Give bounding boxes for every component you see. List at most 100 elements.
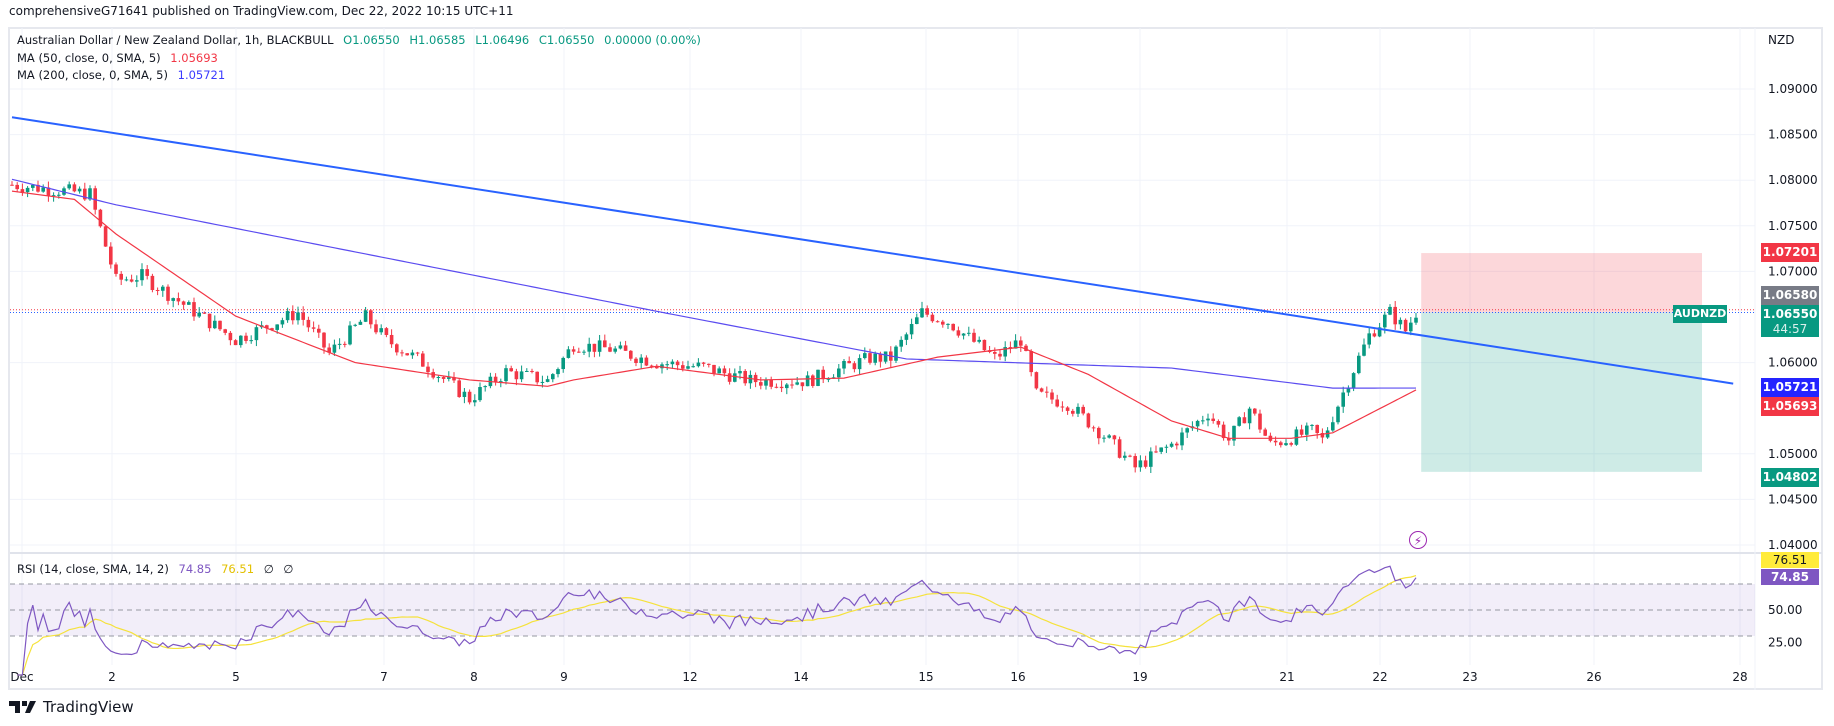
candle-body bbox=[426, 366, 430, 373]
candle-body bbox=[727, 373, 732, 382]
candle-body bbox=[1284, 443, 1288, 446]
candle bbox=[1055, 394, 1059, 408]
ma200-legend[interactable]: MA (200, close, 0, SMA, 5) 1.05721 bbox=[17, 68, 231, 82]
candle-body bbox=[233, 340, 238, 346]
candle bbox=[967, 326, 971, 337]
candle bbox=[1310, 424, 1314, 431]
candle bbox=[972, 328, 976, 343]
candle-body bbox=[129, 279, 134, 282]
candle bbox=[389, 329, 394, 348]
candle bbox=[634, 357, 638, 367]
candle-body bbox=[93, 188, 97, 210]
ma200-label: MA (200, close, 0, SMA, 5) bbox=[17, 68, 168, 82]
candle bbox=[561, 356, 565, 373]
candle-body bbox=[1102, 437, 1106, 439]
candle bbox=[592, 343, 597, 358]
ma200-value: 1.05721 bbox=[177, 68, 226, 82]
candle-body bbox=[31, 184, 35, 188]
candle bbox=[493, 373, 498, 386]
candle-body bbox=[967, 332, 971, 334]
ohlc-open: O1.06550 bbox=[343, 33, 400, 47]
candle-body bbox=[265, 325, 269, 329]
candle-body bbox=[1279, 442, 1283, 446]
candle-body bbox=[1367, 333, 1371, 345]
candle bbox=[1013, 334, 1018, 349]
candle bbox=[1097, 426, 1101, 445]
ohlc-high: H1.06585 bbox=[409, 33, 466, 47]
candle bbox=[961, 333, 966, 340]
ma50-value: 1.05693 bbox=[170, 51, 218, 65]
candle-body bbox=[925, 308, 929, 315]
candle bbox=[551, 373, 555, 383]
rsi-label: RSI (14, close, SMA, 14, 2) bbox=[17, 562, 169, 576]
candle bbox=[228, 330, 233, 346]
candle-body bbox=[941, 321, 945, 325]
candle bbox=[223, 328, 227, 336]
rsi-legend[interactable]: RSI (14, close, SMA, 14, 2) 74.85 76.51 … bbox=[17, 562, 299, 576]
candle bbox=[930, 312, 935, 323]
candle-body bbox=[1112, 435, 1117, 440]
candle-body bbox=[228, 332, 233, 341]
candle-body bbox=[837, 368, 841, 378]
candle-body bbox=[478, 387, 482, 401]
candle bbox=[462, 388, 467, 404]
candle-body bbox=[197, 312, 201, 317]
candle bbox=[582, 349, 586, 356]
candle bbox=[317, 324, 321, 338]
candle-body bbox=[743, 371, 747, 384]
candle-body bbox=[696, 362, 701, 367]
candle-body bbox=[1242, 417, 1247, 424]
candle-body bbox=[1211, 418, 1215, 422]
candle-body bbox=[1315, 424, 1319, 434]
candle-body bbox=[722, 368, 727, 374]
candle bbox=[1299, 424, 1304, 437]
candle-body bbox=[41, 187, 45, 192]
candle-body bbox=[623, 345, 628, 351]
candle-body bbox=[1091, 427, 1096, 429]
candle bbox=[545, 375, 550, 383]
candle-body bbox=[530, 370, 534, 372]
candle-body bbox=[15, 184, 19, 190]
candle-body bbox=[1273, 440, 1278, 443]
candle bbox=[192, 297, 196, 321]
candle-body bbox=[77, 188, 82, 192]
candle-body bbox=[1414, 317, 1418, 323]
candle-body bbox=[493, 376, 498, 382]
rsi-extra-2: ∅ bbox=[283, 562, 294, 576]
rsi-tick-label: 50.00 bbox=[1768, 603, 1802, 617]
candle bbox=[629, 350, 633, 361]
ma50-legend[interactable]: MA (50, close, 0, SMA, 5) 1.05693 bbox=[17, 51, 224, 65]
candle bbox=[519, 365, 524, 383]
candle bbox=[1305, 422, 1309, 442]
candle bbox=[311, 321, 316, 333]
candle-body bbox=[577, 351, 581, 353]
candle bbox=[265, 324, 269, 334]
lightning-icon[interactable]: ⚡ bbox=[1409, 531, 1427, 549]
candle bbox=[457, 379, 461, 398]
candle-body bbox=[1403, 319, 1408, 332]
candle-body bbox=[218, 320, 222, 330]
candle bbox=[982, 339, 987, 351]
candle bbox=[1377, 322, 1382, 338]
candle-body bbox=[1175, 443, 1179, 446]
candle-body bbox=[301, 312, 305, 320]
candle-body bbox=[1003, 347, 1007, 357]
y-tick-label: 1.07500 bbox=[1768, 219, 1818, 233]
candle bbox=[1102, 435, 1106, 443]
candle bbox=[161, 284, 165, 297]
candle-body bbox=[1123, 455, 1127, 458]
candle bbox=[514, 368, 519, 386]
candle-body bbox=[441, 377, 446, 379]
candle-body bbox=[358, 321, 363, 325]
candle-body bbox=[649, 365, 654, 367]
candle bbox=[863, 347, 867, 360]
candle-body bbox=[509, 368, 513, 372]
candle bbox=[1289, 441, 1293, 447]
ohlc-low: L1.06496 bbox=[475, 33, 530, 47]
candle-body bbox=[1019, 340, 1023, 346]
candle bbox=[1362, 338, 1366, 357]
candle-body bbox=[140, 269, 144, 281]
candle-body bbox=[181, 301, 186, 305]
candle-body bbox=[384, 328, 389, 335]
